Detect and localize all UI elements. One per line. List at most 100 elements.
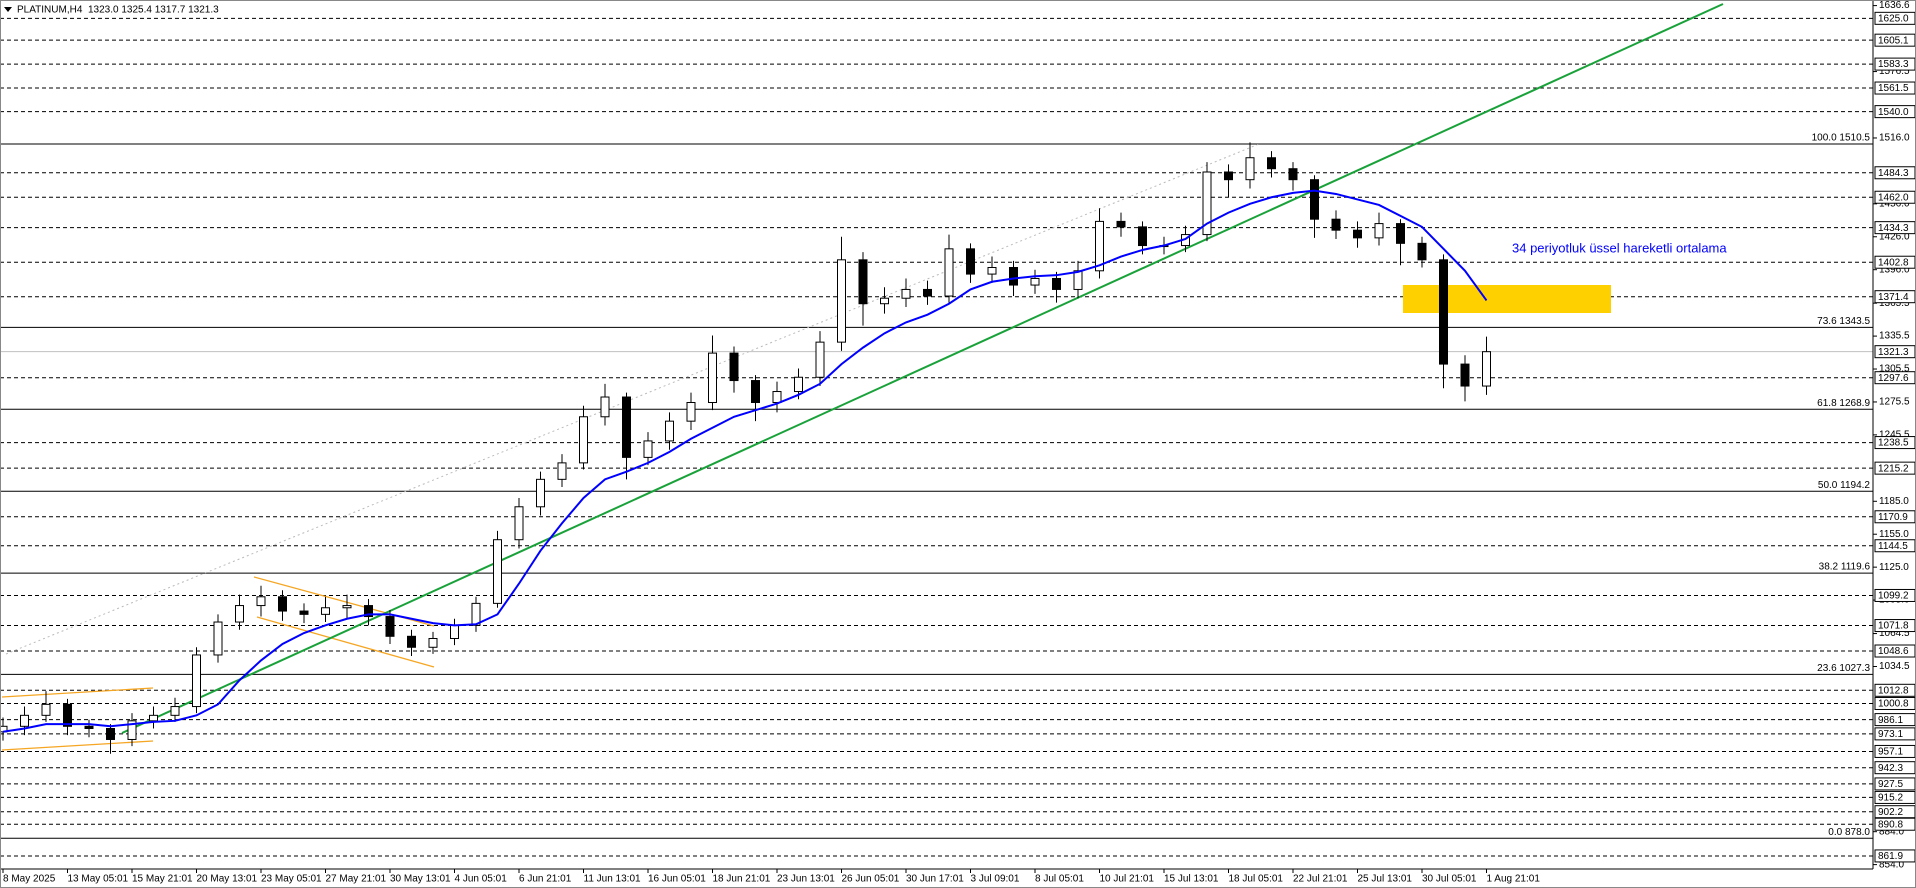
level-label: 1099.2 [1878, 591, 1909, 602]
y-tick-label: 1245.5 [1879, 430, 1910, 441]
x-tick-label: 30 Jun 17:01 [906, 874, 964, 885]
x-tick-label: 18 Jul 05:01 [1229, 874, 1284, 885]
candle-body [321, 607, 330, 615]
candle-body [1374, 223, 1384, 239]
candle-body [278, 596, 287, 612]
x-tick-label: 30 Jul 05:01 [1422, 874, 1477, 885]
candle-body [1396, 223, 1405, 244]
x-tick-label: 16 Jun 05:01 [648, 874, 706, 885]
candle-body [987, 266, 997, 275]
x-tick-label: 15 Jul 13:01 [1164, 874, 1219, 885]
candle-body [256, 596, 266, 607]
level-label: 861.9 [1878, 851, 1903, 862]
y-tick-label: 1636.6 [1879, 0, 1910, 11]
fib-label: 100.0 1510.5 [1812, 133, 1871, 144]
candle-body [966, 248, 975, 275]
y-tick-label: 1305.5 [1879, 364, 1910, 375]
level-label: 1071.8 [1878, 621, 1909, 632]
candle-body [1202, 171, 1212, 236]
level-label: 890.8 [1878, 819, 1903, 830]
level-label: 942.3 [1878, 763, 1903, 774]
candle-body [772, 391, 782, 404]
candle-body [622, 396, 631, 458]
x-tick-label: 22 Jul 21:01 [1293, 874, 1348, 885]
level-label: 927.5 [1878, 779, 1903, 790]
level-label: 1297.6 [1878, 373, 1909, 384]
fib-label: 23.6 1027.3 [1817, 663, 1870, 674]
level-label: 1238.5 [1878, 438, 1909, 449]
y-tick-label: 1185.0 [1879, 496, 1909, 507]
candle-body [579, 416, 588, 464]
candle-body [1310, 179, 1319, 220]
x-tick-label: 27 May 21:01 [326, 874, 387, 885]
x-tick-label: 20 May 13:01 [197, 874, 258, 885]
level-label: 1583.3 [1878, 59, 1909, 70]
candle-body [686, 402, 696, 422]
fib-label: 73.6 1343.5 [1817, 316, 1870, 327]
x-tick-label: 8 May 2025 [3, 874, 56, 885]
candle-body [1353, 229, 1362, 239]
candle-body [106, 728, 115, 740]
candle-body [1224, 171, 1233, 181]
candle-body [0, 725, 8, 733]
level-label: 957.1 [1878, 747, 1903, 758]
menu-icon[interactable] [4, 7, 12, 12]
candle-body [901, 288, 911, 299]
candle-body [450, 624, 459, 639]
y-tick-label: 1426.0 [1879, 231, 1910, 242]
candle-body [1460, 363, 1470, 387]
candle-body [213, 621, 223, 656]
candle-body [1116, 220, 1126, 228]
level-label: 986.1 [1878, 715, 1903, 726]
candle-body [536, 478, 545, 508]
level-label: 1170.9 [1878, 512, 1908, 523]
y-tick-label: 1365.5 [1879, 298, 1910, 309]
y-tick-label: 884.0 [1879, 826, 1904, 837]
candle-body [858, 259, 868, 305]
candle-body [342, 605, 352, 609]
candle-body [385, 616, 395, 637]
ohlc-quote: 1323.0 1325.4 1317.7 1321.3 [88, 5, 219, 16]
trend-line [121, 3, 1724, 734]
candle-body [514, 506, 524, 541]
candle-body [1052, 277, 1061, 290]
x-tick-label: 3 Jul 09:01 [971, 874, 1020, 885]
symbol-title: PLATINUM,H4 [17, 5, 83, 16]
candle-body [600, 396, 610, 418]
y-tick-label: 1155.0 [1879, 529, 1909, 540]
candle-body [41, 703, 51, 716]
x-tick-label: 25 Jul 13:01 [1358, 874, 1413, 885]
candle-body [1331, 218, 1341, 231]
level-label: 1625.0 [1878, 13, 1909, 24]
candle-body [880, 297, 889, 305]
level-label: 1605.1 [1878, 35, 1909, 46]
candle-body [471, 602, 481, 626]
level-label: 1434.3 [1878, 223, 1909, 234]
x-tick-label: 26 Jun 05:01 [842, 874, 900, 885]
candle-body [299, 610, 309, 615]
candle-body [665, 420, 674, 442]
x-tick-label: 11 Jun 13:01 [584, 874, 642, 885]
fib-label: 38.2 1119.6 [1819, 562, 1871, 573]
candle-body [815, 341, 825, 378]
y-tick-label: 1456.0 [1879, 198, 1910, 209]
x-tick-label: 10 Jul 21:01 [1100, 874, 1155, 885]
y-tick-label: 1516.0 [1879, 133, 1910, 144]
channel-line [1, 740, 154, 751]
y-tick-label: 1396.0 [1879, 264, 1910, 275]
candles-layer [0, 142, 1491, 754]
level-label: 1462.0 [1878, 192, 1909, 203]
fib-label: 50.0 1194.2 [1818, 480, 1871, 491]
candle-body [708, 352, 717, 404]
y-tick-label: 1125.0 [1879, 562, 1909, 573]
x-tick-label: 23 May 05:01 [261, 874, 322, 885]
fib-label: 61.8 1268.9 [1817, 398, 1870, 409]
resistance-zone [1403, 285, 1611, 313]
x-tick-label: 8 Jul 05:01 [1035, 874, 1084, 885]
ema-label: 34 periyotluk üssel hareketli ortalama [1512, 240, 1727, 255]
level-label: 1144.5 [1878, 541, 1908, 552]
x-tick-label: 18 Jun 21:01 [713, 874, 771, 885]
